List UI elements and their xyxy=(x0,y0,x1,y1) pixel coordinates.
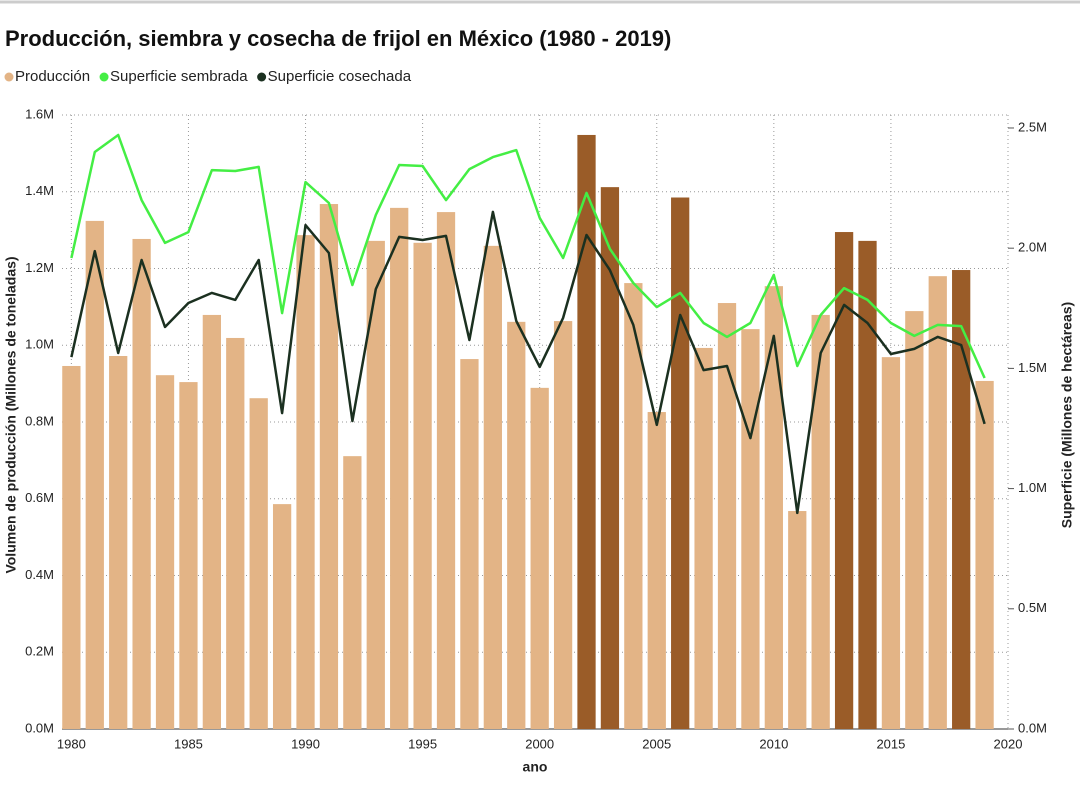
bar xyxy=(858,240,877,729)
bar xyxy=(694,347,713,729)
bar xyxy=(811,314,830,729)
x-tick-label: 2000 xyxy=(525,736,554,751)
bar xyxy=(741,329,760,729)
legend-label: Producción xyxy=(15,68,90,85)
bar xyxy=(834,232,854,729)
bar xyxy=(249,398,268,729)
y-tick-label: 0.4M xyxy=(25,567,54,582)
y2-axis-title: Superficie (Millones de hectáreas) xyxy=(1059,302,1075,528)
x-tick-label: 2005 xyxy=(642,736,671,751)
bar xyxy=(179,382,198,729)
x-tick-label: 2015 xyxy=(876,736,905,751)
legend-marker xyxy=(4,72,14,82)
line xyxy=(70,133,986,379)
bar xyxy=(975,380,994,729)
bar xyxy=(62,365,81,729)
bar xyxy=(530,387,549,729)
legend-label: Superficie sembrada xyxy=(110,68,248,85)
y-tick-label: 1.0M xyxy=(25,337,54,352)
y-tick-label: 1.6M xyxy=(25,106,54,121)
y2-tick-label: 0.0M xyxy=(1018,720,1047,735)
bar xyxy=(413,242,432,729)
y-tick-label: 0.2M xyxy=(25,644,54,659)
bar xyxy=(366,240,385,729)
bar xyxy=(390,207,409,729)
bar xyxy=(788,511,807,729)
bar xyxy=(952,270,971,729)
y-tick-label: 0.6M xyxy=(25,490,54,505)
bar xyxy=(647,412,666,729)
y-tick-label: 1.2M xyxy=(25,260,54,275)
bar xyxy=(109,355,128,729)
bar xyxy=(155,375,175,729)
bar xyxy=(577,134,596,729)
x-tick-label: 1995 xyxy=(408,736,437,751)
y-tick-label: 0.0M xyxy=(25,720,54,735)
x-tick-label: 1990 xyxy=(291,736,320,751)
bar xyxy=(460,359,479,729)
bar xyxy=(671,197,690,730)
y-axis-title: Volumen de producción (Millones de tonel… xyxy=(3,256,19,573)
bar xyxy=(507,321,526,729)
bar xyxy=(928,276,947,729)
x-axis-title: ano xyxy=(523,759,548,775)
x-tick-label: 2020 xyxy=(994,736,1023,751)
bar xyxy=(202,314,221,729)
bar xyxy=(881,357,901,729)
y-tick-label: 0.8M xyxy=(25,413,54,428)
bar xyxy=(764,286,783,729)
bar xyxy=(624,283,643,729)
y2-tick-label: 0.5M xyxy=(1018,600,1047,615)
bar xyxy=(436,212,456,729)
bar xyxy=(483,245,502,729)
bar xyxy=(319,204,339,729)
y2-tick-label: 2.5M xyxy=(1018,119,1047,134)
line xyxy=(70,210,986,515)
bar xyxy=(905,311,924,729)
x-tick-label: 1980 xyxy=(57,736,86,751)
bar xyxy=(85,220,104,730)
y2-tick-label: 1.5M xyxy=(1018,360,1047,375)
bar xyxy=(553,321,573,729)
legend-label: Superficie cosechada xyxy=(268,68,412,85)
y-tick-label: 1.4M xyxy=(25,183,54,198)
bar xyxy=(272,504,292,729)
chart-title: Producción, siembra y cosecha de frijol … xyxy=(5,26,671,51)
bar xyxy=(600,187,620,729)
y2-tick-label: 1.0M xyxy=(1018,480,1047,495)
bar xyxy=(717,303,737,729)
x-tick-label: 1985 xyxy=(174,736,203,751)
bar xyxy=(132,238,151,730)
y2-tick-label: 2.0M xyxy=(1018,240,1047,255)
bar xyxy=(296,235,315,729)
bar xyxy=(343,456,362,729)
legend-marker xyxy=(99,72,109,82)
x-tick-label: 2010 xyxy=(759,736,788,751)
bar xyxy=(226,337,245,729)
legend-marker xyxy=(257,72,267,82)
